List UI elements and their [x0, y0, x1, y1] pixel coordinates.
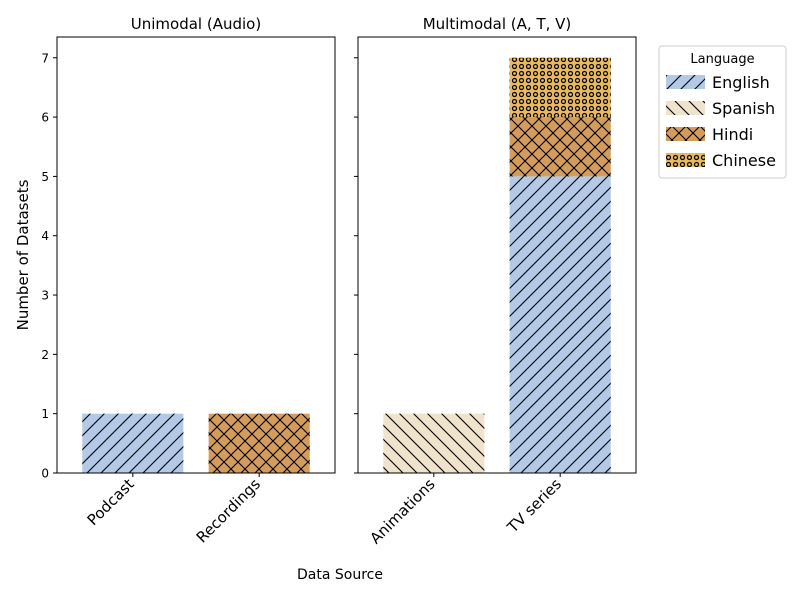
legend-swatch-hatch	[666, 101, 705, 115]
legend-entry-hindi: Hindi	[666, 125, 753, 144]
bar-spanish-animations	[383, 413, 485, 473]
bar-hatch	[82, 413, 184, 473]
y-tick-label: 2	[41, 348, 49, 362]
legend-swatch-hatch	[666, 75, 705, 89]
bar-hatch	[509, 176, 611, 473]
bar-hatch	[383, 413, 485, 473]
legend-entry-chinese: Chinese	[666, 151, 776, 170]
legend-entry-english: English	[666, 73, 770, 92]
subplot-0: Unimodal (Audio) 0 1 2 3 4 5 6 7 Podcast Recording…	[41, 15, 336, 546]
legend-swatch-hatch	[666, 153, 705, 167]
y-tick-label: 7	[41, 51, 49, 65]
axes-frame	[56, 36, 336, 474]
subplot-title: Multimodal (A, T, V)	[423, 15, 572, 33]
bar-hindi-recordings	[208, 413, 310, 473]
bar-hatch	[509, 57, 611, 118]
legend-label: English	[712, 73, 770, 92]
subplot-title: Unimodal (Audio)	[131, 15, 261, 33]
bar-english-podcast	[82, 413, 184, 473]
legend-label: Chinese	[712, 151, 776, 170]
legend-label: Hindi	[712, 125, 753, 144]
x-tick-label: Podcast	[84, 475, 138, 529]
y-tick-label: 6	[41, 111, 49, 125]
y-tick-label: 3	[41, 289, 49, 303]
bar-chinese-tv-series	[509, 57, 611, 118]
y-axis-label: Number of Datasets	[14, 179, 32, 330]
bar-english-tv-series	[509, 176, 611, 473]
y-tick-label: 0	[41, 467, 49, 481]
subplot-1: Multimodal (A, T, V) Animations TV series	[354, 15, 637, 547]
legend-entry-spanish: Spanish	[666, 99, 775, 118]
x-axis-label: Data Source	[297, 567, 383, 583]
bar-hindi-tv-series	[509, 117, 611, 177]
legend-label: Spanish	[712, 99, 775, 118]
x-tick-label: Recordings	[193, 475, 264, 546]
y-tick-label: 5	[41, 170, 49, 184]
bar-hatch	[208, 413, 310, 473]
y-tick-label: 4	[41, 229, 49, 243]
legend-title: Language	[690, 52, 754, 67]
legend-swatch-hatch	[666, 127, 705, 141]
bar-hatch	[509, 117, 611, 177]
legend: Language English Spanish Hindi Chinese	[658, 45, 787, 179]
x-tick-label: TV series	[503, 475, 565, 537]
y-tick-label: 1	[41, 407, 49, 421]
axes-frame	[357, 36, 637, 474]
x-tick-label: Animations	[366, 475, 438, 547]
